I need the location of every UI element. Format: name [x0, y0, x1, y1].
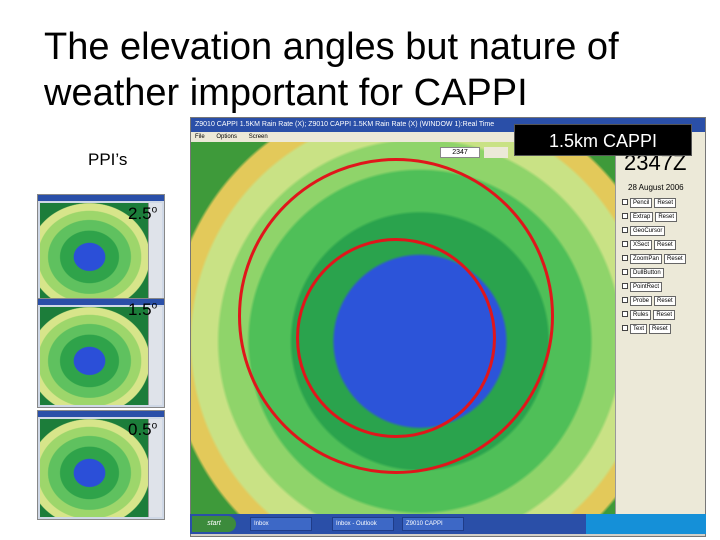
- angle-label-1-5: 1.5o: [128, 300, 158, 319]
- ppi-thumbnail-2-5: [37, 194, 165, 304]
- control-pencil[interactable]: Pencil Reset: [622, 198, 702, 208]
- cappi-label: 1.5km CAPPI: [514, 124, 692, 156]
- reset-button[interactable]: Reset: [653, 310, 676, 320]
- taskbar-item[interactable]: Inbox: [250, 517, 312, 531]
- checkbox[interactable]: [622, 269, 628, 276]
- checkbox[interactable]: [622, 241, 628, 248]
- control-zoompan[interactable]: ZoomPan Reset: [622, 254, 702, 264]
- control-button[interactable]: Pencil: [630, 198, 653, 208]
- taskbar: start Inbox Inbox - Outlook Z9010 CAPPI: [190, 514, 706, 534]
- angle-label-2-5: 2.5o: [128, 204, 158, 223]
- time-field[interactable]: 2347: [440, 147, 480, 158]
- start-button[interactable]: start: [192, 516, 236, 532]
- control-geocursor[interactable]: GeoCursor: [622, 226, 702, 236]
- reset-button[interactable]: Reset: [655, 212, 678, 222]
- control-dullbutton[interactable]: DullButton: [622, 268, 702, 278]
- system-tray: [586, 514, 706, 534]
- ppi-thumbnail-1-5: [37, 298, 165, 408]
- menu-options[interactable]: Options: [216, 134, 238, 140]
- angle-label-0-5: 0.5o: [128, 420, 158, 439]
- thumbnail-side-panel: [148, 307, 162, 405]
- menu-bar: File Options Screen: [191, 132, 705, 142]
- thumbnail-radar-image: [40, 307, 150, 405]
- slide-title: The elevation angles but nature of weath…: [44, 26, 619, 114]
- control-button[interactable]: Text: [630, 324, 648, 334]
- taskbar-item[interactable]: Z9010 CAPPI: [402, 517, 464, 531]
- control-button[interactable]: GeoCursor: [630, 226, 666, 236]
- outer-range-circle: [238, 158, 554, 474]
- control-extrap[interactable]: Extrap Reset: [622, 212, 702, 222]
- control-button[interactable]: Extrap: [630, 212, 654, 222]
- inner-range-circle: [296, 238, 496, 438]
- time-step-buttons[interactable]: [484, 147, 508, 158]
- thumbnail-side-panel: [148, 203, 162, 301]
- checkbox[interactable]: [622, 227, 628, 234]
- current-date: 28 August 2006: [628, 183, 684, 192]
- checkbox[interactable]: [622, 283, 628, 290]
- control-pointrect[interactable]: PointRect: [622, 282, 702, 292]
- control-text[interactable]: Text Reset: [622, 324, 702, 334]
- thumbnail-side-panel: [148, 419, 162, 517]
- reset-button[interactable]: Reset: [654, 240, 676, 250]
- menu-screen[interactable]: Screen: [248, 134, 268, 140]
- thumbnail-radar-image: [40, 419, 150, 517]
- taskbar-item[interactable]: Inbox - Outlook: [332, 517, 394, 531]
- menu-file[interactable]: File: [195, 134, 205, 140]
- thumbnail-titlebar: [38, 299, 164, 305]
- thumbnail-titlebar: [38, 411, 164, 417]
- checkbox[interactable]: [622, 311, 628, 318]
- reset-button[interactable]: Reset: [654, 296, 676, 306]
- control-button[interactable]: ZoomPan: [630, 254, 663, 264]
- checkbox[interactable]: [622, 255, 628, 262]
- checkbox[interactable]: [622, 199, 628, 206]
- checkbox[interactable]: [622, 213, 628, 220]
- thumbnail-titlebar: [38, 195, 164, 201]
- reset-button[interactable]: Reset: [664, 254, 686, 264]
- control-rules[interactable]: Rules Reset: [622, 310, 702, 320]
- control-xsect[interactable]: XSect Reset: [622, 240, 702, 250]
- checkbox[interactable]: [622, 325, 628, 332]
- control-button[interactable]: PointRect: [630, 282, 663, 292]
- ppi-thumbnail-0-5: [37, 410, 165, 520]
- checkbox[interactable]: [622, 297, 628, 304]
- control-button[interactable]: XSect: [630, 240, 653, 250]
- control-button[interactable]: DullButton: [630, 268, 664, 278]
- thumbnail-radar-image: [40, 203, 150, 301]
- control-button[interactable]: Rules: [630, 310, 652, 320]
- reset-button[interactable]: Reset: [654, 198, 677, 208]
- control-probe[interactable]: Probe Reset: [622, 296, 702, 306]
- ppi-label: PPI’s: [88, 150, 128, 169]
- reset-button[interactable]: Reset: [649, 324, 671, 334]
- control-button[interactable]: Probe: [630, 296, 653, 306]
